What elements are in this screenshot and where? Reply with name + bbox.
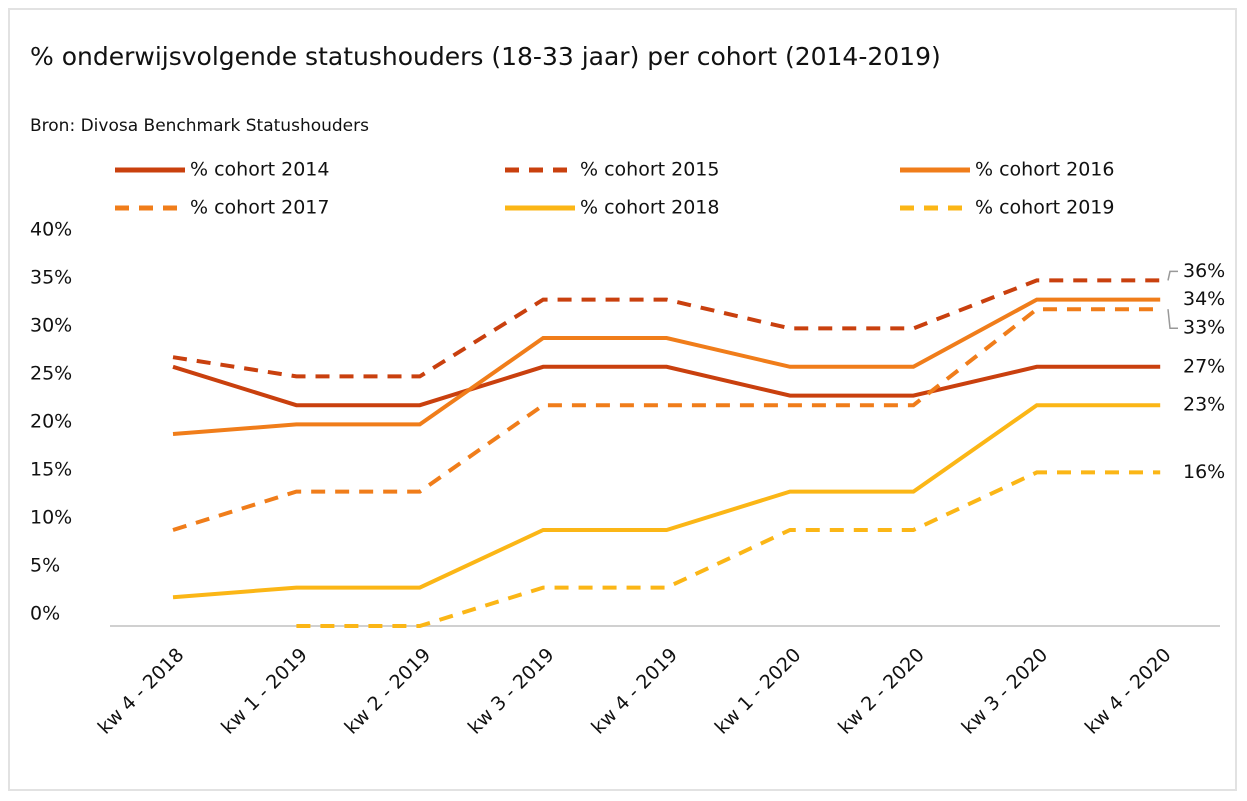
series-line (172, 307, 1161, 532)
x-tick-label: kw 3 - 2019 (464, 644, 559, 739)
label-connector (1167, 309, 1178, 329)
legend-label: % cohort 2019 (975, 197, 1115, 219)
legend-label: % cohort 2015 (580, 159, 720, 181)
series-line (172, 278, 1161, 379)
series-line (172, 297, 1161, 436)
x-tick-label: kw 2 - 2019 (340, 644, 435, 739)
x-tick-label: kw 1 - 2019 (217, 644, 312, 739)
data-label: 27% (1183, 355, 1225, 377)
data-label: 33% (1183, 317, 1225, 339)
data-label: 23% (1183, 394, 1225, 416)
series-line (172, 403, 1161, 600)
x-tick-label: kw 4 - 2019 (587, 644, 682, 739)
data-label: 36% (1183, 260, 1225, 282)
chart-title: % onderwijsvolgende statushouders (18-33… (30, 42, 941, 71)
series-line (172, 364, 1161, 408)
y-tick-label: 35% (30, 267, 72, 289)
data-label: 34% (1183, 288, 1225, 310)
legend-label: % cohort 2017 (190, 197, 330, 219)
y-tick-label: 30% (30, 315, 72, 337)
legend-label: % cohort 2014 (190, 159, 330, 181)
legend-label: % cohort 2016 (975, 159, 1115, 181)
x-tick-label: kw 2 - 2020 (834, 644, 929, 739)
x-tick-label: kw 4 - 2018 (94, 644, 189, 739)
y-tick-label: 40% (30, 219, 72, 241)
data-label: 16% (1183, 461, 1225, 483)
y-tick-label: 5% (30, 555, 60, 577)
label-connector (1167, 270, 1178, 281)
y-tick-label: 20% (30, 411, 72, 433)
series-line (296, 470, 1161, 628)
x-tick-label: kw 3 - 2020 (957, 644, 1052, 739)
chart-subtitle: Bron: Divosa Benchmark Statushouders (30, 116, 369, 136)
y-tick-label: 15% (30, 459, 72, 481)
frame (8, 8, 1237, 791)
legend-label: % cohort 2018 (580, 197, 720, 219)
x-tick-label: kw 4 - 2020 (1081, 644, 1176, 739)
x-tick-label: kw 1 - 2020 (711, 644, 806, 739)
y-tick-label: 0% (30, 603, 60, 625)
y-tick-label: 25% (30, 363, 72, 385)
y-tick-label: 10% (30, 507, 72, 529)
